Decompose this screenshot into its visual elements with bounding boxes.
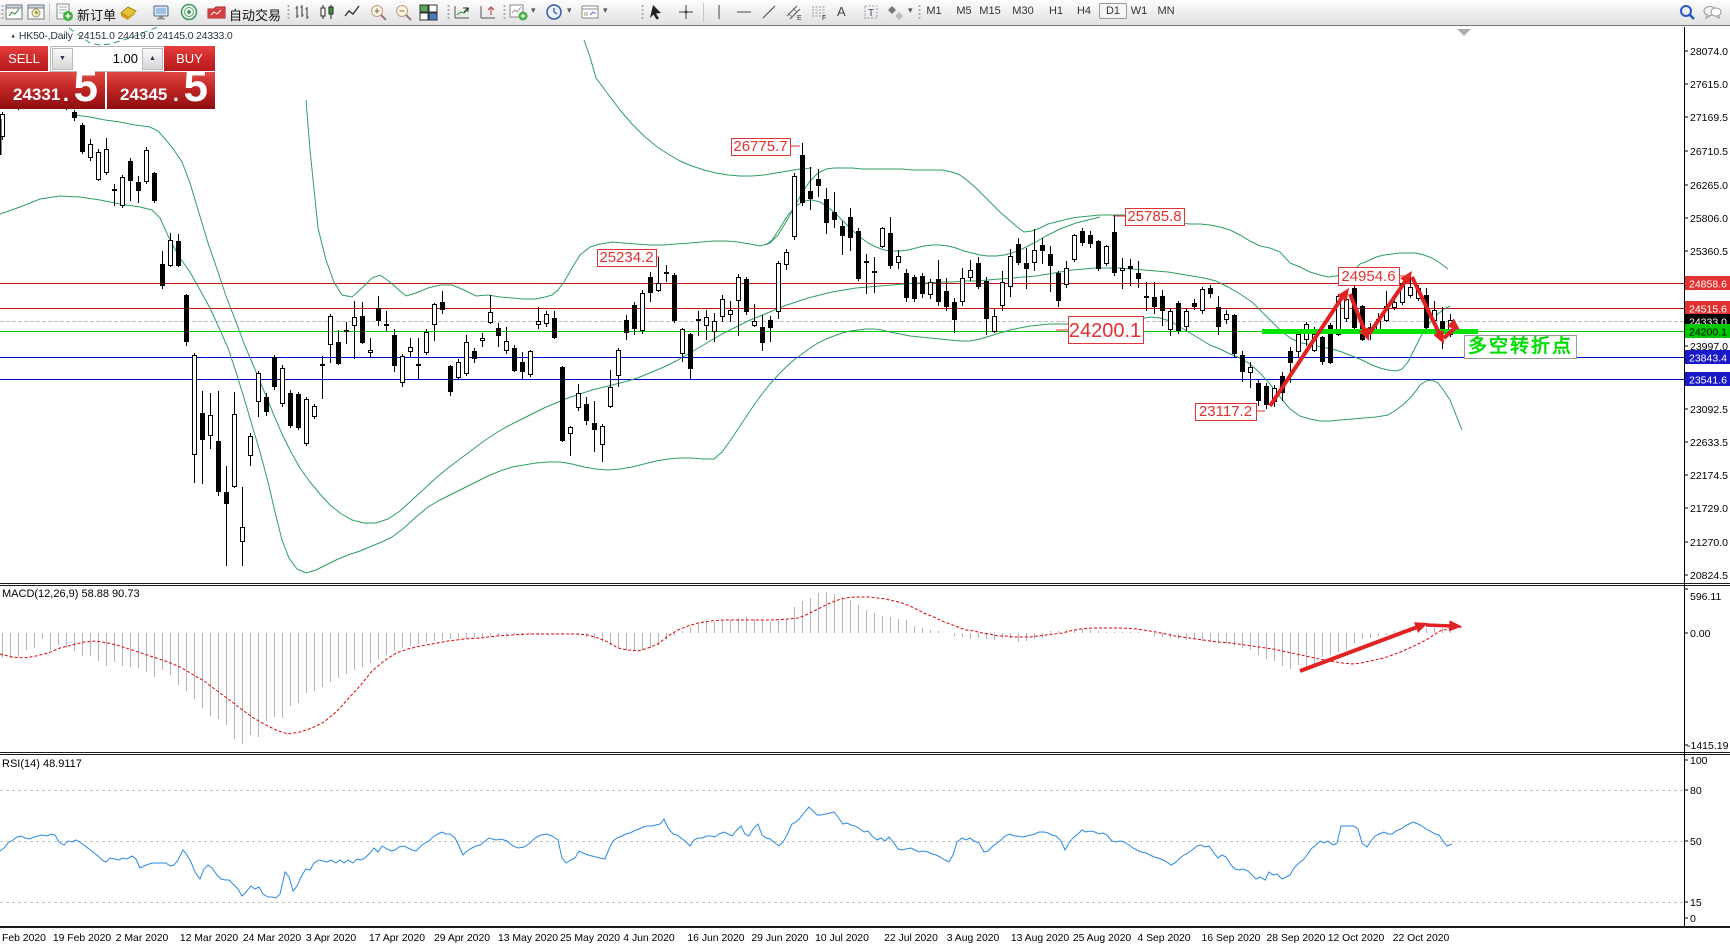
svg-text:26265.0: 26265.0 <box>1690 180 1728 192</box>
svg-text:23092.5: 23092.5 <box>1690 404 1728 416</box>
svg-text:RSI(14) 48.9117: RSI(14) 48.9117 <box>2 758 82 770</box>
svg-text:28074.0: 28074.0 <box>1690 46 1728 58</box>
svg-text:12 Mar 2020: 12 Mar 2020 <box>180 933 239 944</box>
svg-text:27615.0: 27615.0 <box>1690 79 1728 91</box>
svg-text:29 Apr 2020: 29 Apr 2020 <box>434 933 490 944</box>
svg-text:13 Aug 2020: 13 Aug 2020 <box>1011 933 1070 944</box>
svg-text:T: T <box>868 8 874 19</box>
svg-text:80: 80 <box>1690 785 1702 797</box>
svg-text:0.00: 0.00 <box>1690 628 1711 640</box>
svg-text:4 Jun 2020: 4 Jun 2020 <box>623 933 675 944</box>
svg-text:13 May 2020: 13 May 2020 <box>498 933 558 944</box>
svg-text:20824.5: 20824.5 <box>1690 570 1728 582</box>
svg-text:15: 15 <box>1690 897 1702 909</box>
svg-text:MACD(12,26,9) 58.88 90.73: MACD(12,26,9) 58.88 90.73 <box>2 588 140 600</box>
svg-text:100: 100 <box>1690 755 1708 767</box>
svg-text:10 Jul 2020: 10 Jul 2020 <box>815 933 869 944</box>
svg-text:25785.8: 25785.8 <box>1127 208 1181 225</box>
svg-text:596.11: 596.11 <box>1690 591 1721 603</box>
svg-text:50: 50 <box>1690 836 1702 848</box>
svg-text:25234.2: 25234.2 <box>599 249 653 266</box>
svg-text:22 Jul 2020: 22 Jul 2020 <box>884 933 938 944</box>
svg-text:25 May 2020: 25 May 2020 <box>560 933 620 944</box>
svg-text:16 Sep 2020: 16 Sep 2020 <box>1202 933 1261 944</box>
svg-text:4 Sep 2020: 4 Sep 2020 <box>1137 933 1190 944</box>
svg-text:F: F <box>822 15 826 22</box>
svg-text:22633.5: 22633.5 <box>1690 437 1728 449</box>
svg-text:26710.5: 26710.5 <box>1690 146 1728 158</box>
svg-text:28 Sep 2020: 28 Sep 2020 <box>1267 933 1326 944</box>
svg-text:3 Aug 2020: 3 Aug 2020 <box>947 933 1000 944</box>
svg-text:2 Mar 2020: 2 Mar 2020 <box>116 933 169 944</box>
svg-text:24515.6: 24515.6 <box>1689 304 1727 316</box>
svg-text:25360.5: 25360.5 <box>1690 246 1728 258</box>
svg-text:24 Mar 2020: 24 Mar 2020 <box>243 933 302 944</box>
svg-text:29 Jun 2020: 29 Jun 2020 <box>751 933 808 944</box>
svg-text:25 Aug 2020: 25 Aug 2020 <box>1073 933 1132 944</box>
svg-text:24954.6: 24954.6 <box>1341 268 1395 285</box>
svg-text:3 Apr 2020: 3 Apr 2020 <box>306 933 356 944</box>
svg-text:E: E <box>797 15 802 22</box>
svg-text:23117.2: 23117.2 <box>1199 403 1252 420</box>
svg-text:22 Oct 2020: 22 Oct 2020 <box>1393 933 1450 944</box>
svg-text:22174.5: 22174.5 <box>1690 470 1728 482</box>
svg-text:12 Oct 2020: 12 Oct 2020 <box>1328 933 1385 944</box>
svg-text:24858.6: 24858.6 <box>1689 279 1727 291</box>
svg-text:26775.7: 26775.7 <box>733 138 787 155</box>
svg-text:21729.0: 21729.0 <box>1690 503 1728 515</box>
svg-text:25806.0: 25806.0 <box>1690 213 1728 225</box>
svg-text:Feb 2020: Feb 2020 <box>2 933 46 944</box>
svg-text:23541.6: 23541.6 <box>1689 375 1727 387</box>
svg-text:-1415.19: -1415.19 <box>1687 740 1729 752</box>
svg-text:27169.5: 27169.5 <box>1690 112 1728 124</box>
svg-text:24200.1: 24200.1 <box>1689 327 1727 339</box>
svg-text:17 Apr 2020: 17 Apr 2020 <box>369 933 425 944</box>
svg-text:0: 0 <box>1690 913 1696 925</box>
svg-text:21270.0: 21270.0 <box>1690 537 1728 549</box>
svg-text:23843.4: 23843.4 <box>1689 353 1727 365</box>
svg-text:16 Jun 2020: 16 Jun 2020 <box>687 933 744 944</box>
svg-text:24200.1: 24200.1 <box>1069 320 1141 342</box>
svg-text:19 Feb 2020: 19 Feb 2020 <box>53 933 112 944</box>
